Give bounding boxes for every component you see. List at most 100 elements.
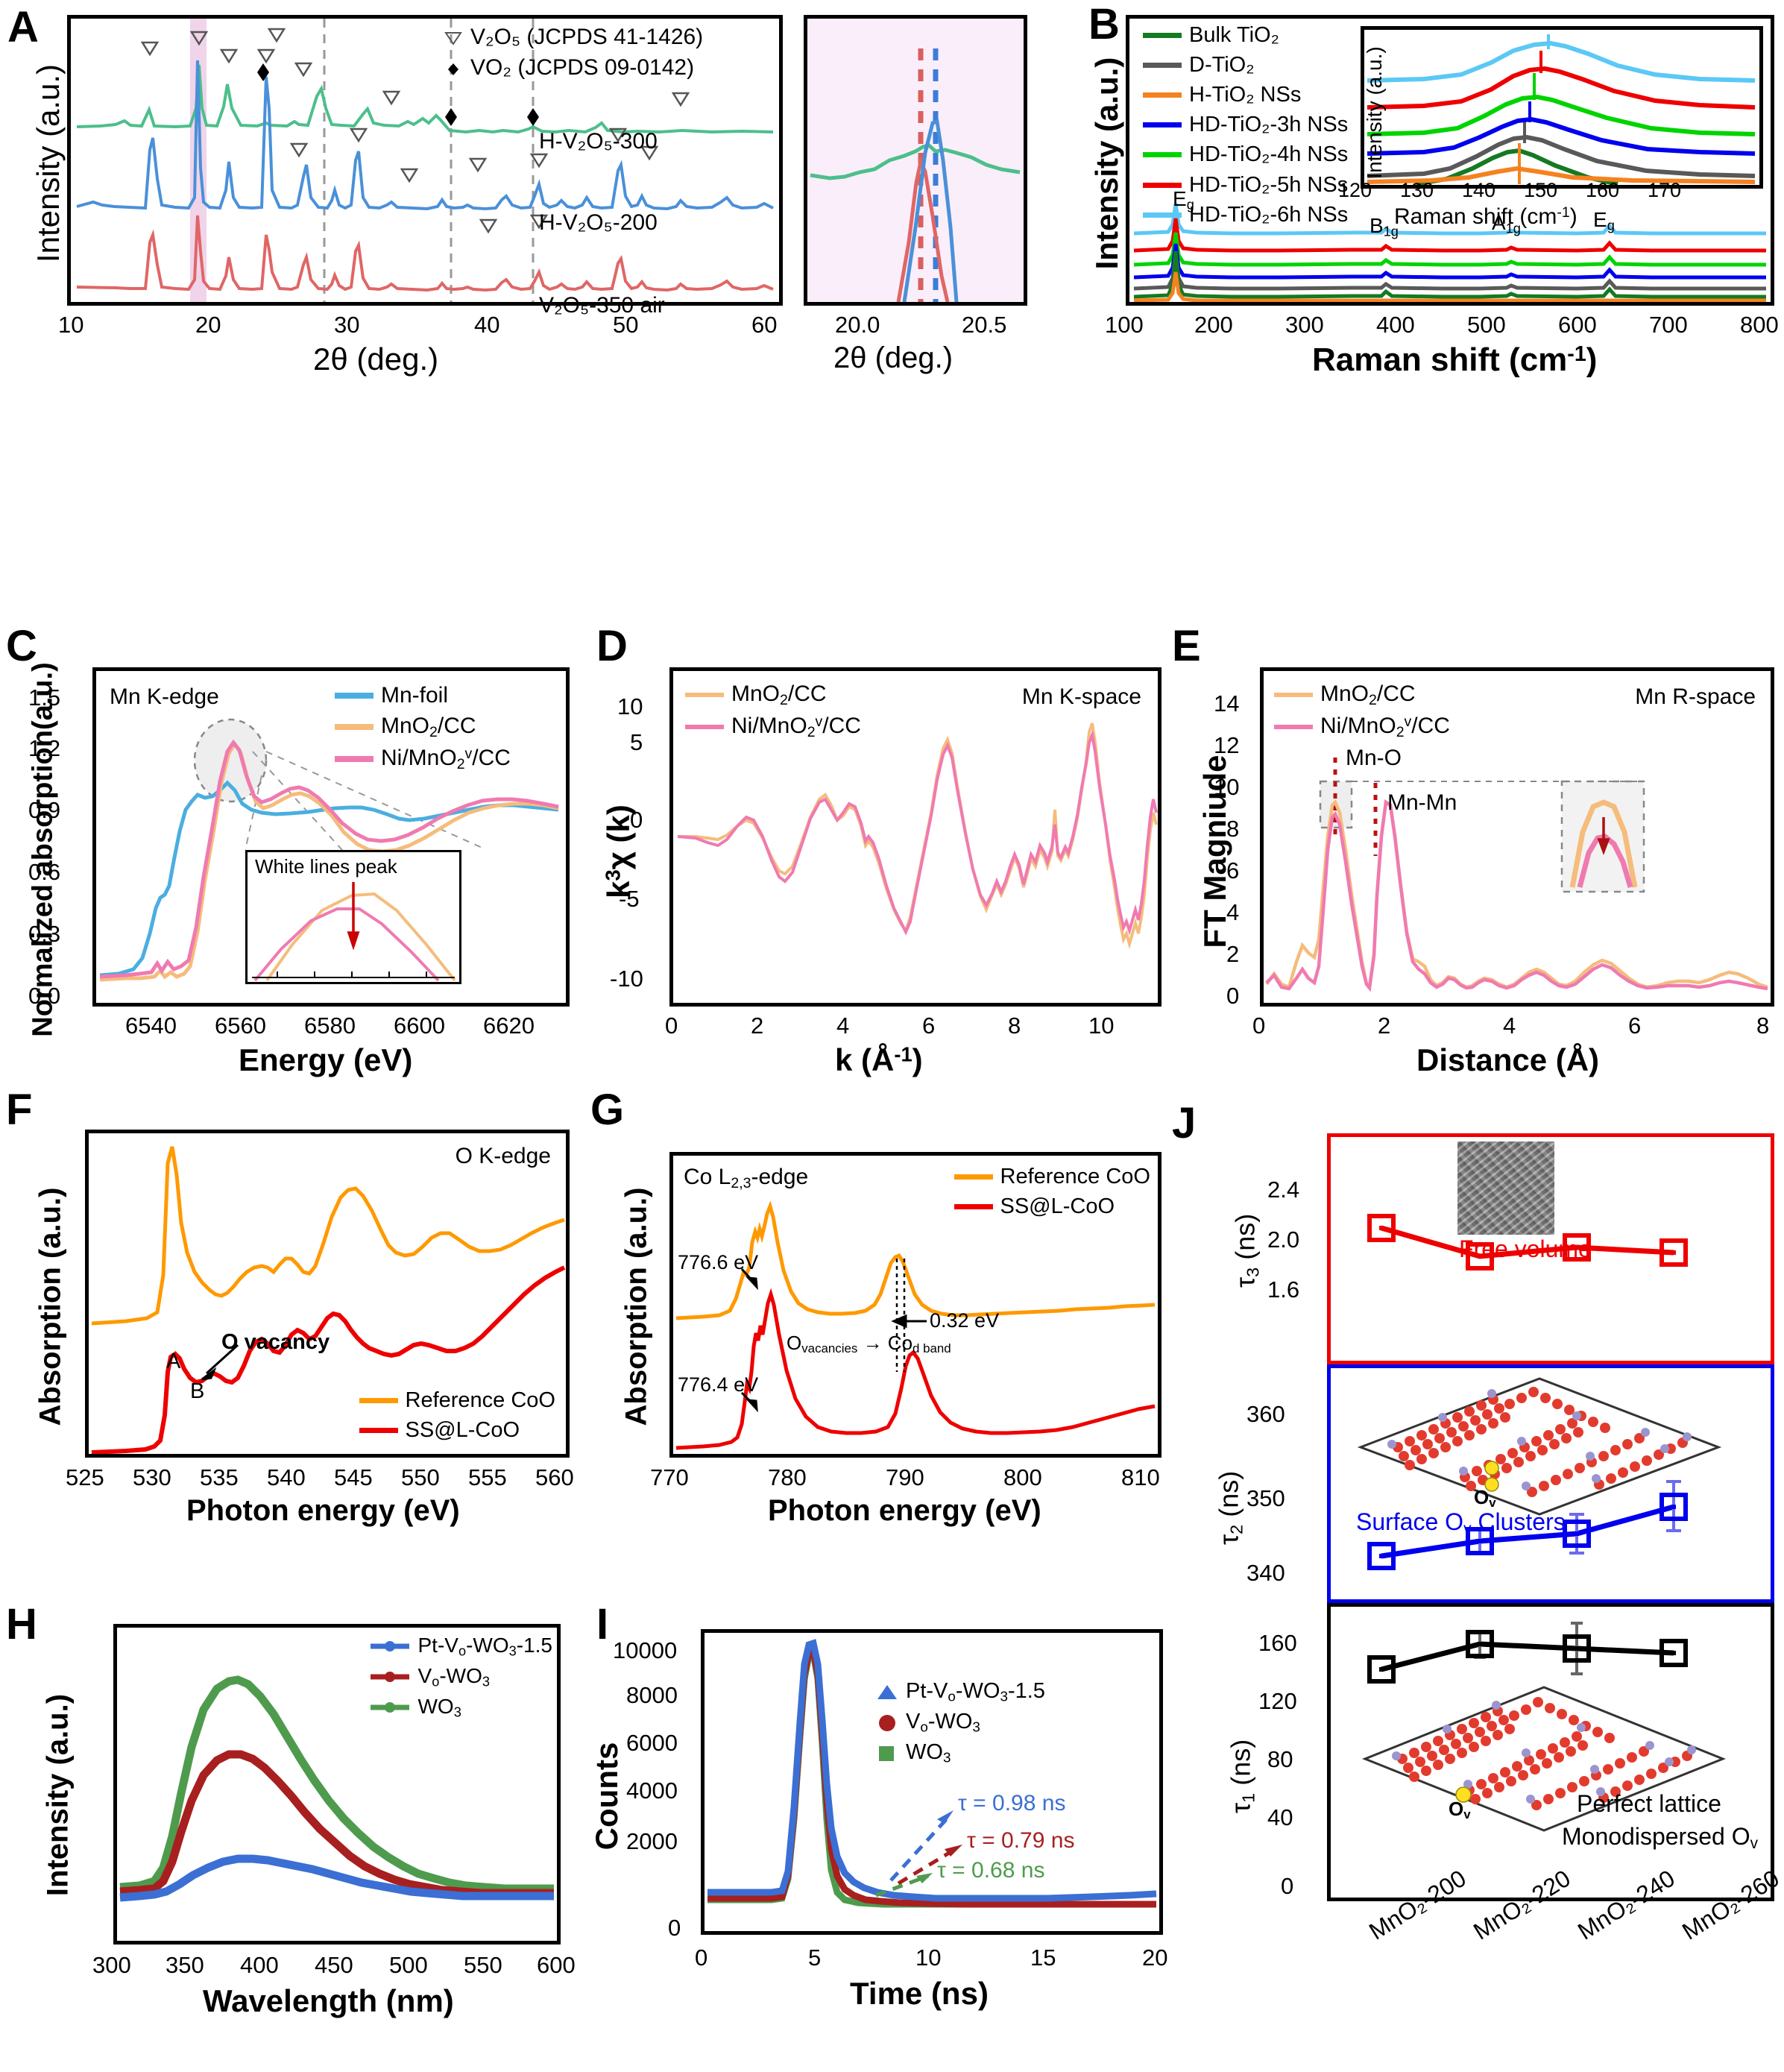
legend-label: Ni/MnO2v/CC: [1320, 713, 1450, 740]
panel-j-caption-free-volume: Free volume: [1459, 1235, 1592, 1262]
panel-f-xtick: 555: [468, 1464, 507, 1490]
panel-j-tau3-ylabel: τ3 (ns): [1229, 1213, 1263, 1288]
legend-swatch: [335, 756, 373, 763]
legend-label: MnO2/CC: [731, 681, 827, 708]
panel-a-inset-xlabel: 2θ (deg.): [833, 341, 954, 374]
panel-c-xtick: 6620: [483, 1013, 535, 1039]
panel-i-tau-label-3: τ = 0.68 ns: [937, 1858, 1045, 1883]
legend-label: WO3: [906, 1739, 951, 1766]
panel-e-label: E: [1172, 622, 1201, 670]
panel-g-annotation-776-4: 776.4 eV: [678, 1373, 759, 1396]
panel-b-inset-xtick: 150: [1524, 179, 1558, 201]
panel-b-xlabel: Raman shift (cm-1): [1312, 341, 1598, 378]
panel-j-tau1-ytick: 120: [1258, 1688, 1297, 1714]
panel-g-label: G: [590, 1086, 625, 1134]
panel-b-inset-xtick: 170: [1648, 179, 1682, 201]
panel-j-tau1-ytick: 0: [1281, 1873, 1294, 1899]
legend-swatch: [359, 1397, 398, 1403]
panel-h-xtick: 500: [389, 1952, 428, 1978]
legend-label: Vo-WO3: [417, 1663, 490, 1690]
legend-swatch: [1274, 692, 1313, 697]
panel-j-sem-image: [1457, 1142, 1554, 1235]
panel-e-ytick: 10: [1214, 774, 1240, 800]
panel-a-inset-xtick: 20.0: [835, 312, 880, 338]
panel-h-xtick: 350: [166, 1952, 204, 1978]
panel-j-ov-label-cluster: Ov: [1474, 1486, 1496, 1511]
panel-c-note: Mn K-edge: [110, 684, 219, 709]
panel-f-legend: Reference CoO SS@L-CoO: [359, 1387, 556, 1446]
legend-label: MnO2/CC: [1320, 681, 1416, 708]
panel-e-legend: MnO2/CC Ni/MnO2v/CC: [1274, 680, 1450, 744]
legend-item: WO3: [876, 1739, 1045, 1767]
legend-swatch: [1143, 122, 1182, 128]
panel-g-annotation-ov-cod: Ovacancies → Cod band: [787, 1332, 951, 1356]
panel-i-legend: Pt-Vo-WO3-1.5 Vo-WO3 WO3: [876, 1678, 1045, 1769]
panel-j-caption-surface-ov: Surface Ov Clusters: [1356, 1508, 1566, 1538]
panel-c-xtick: 6580: [304, 1013, 356, 1039]
panel-g-xtick: 810: [1121, 1464, 1160, 1490]
panel-a-xlabel: 2θ (deg.): [313, 341, 439, 377]
panel-i-xlabel: Time (ns): [850, 1976, 989, 2011]
legend-label: Bulk TiO₂: [1189, 23, 1279, 47]
legend-label: D-TiO₂: [1189, 53, 1255, 78]
panel-e-note: Mn R-space: [1635, 684, 1756, 709]
legend-item: Pt-Vo-WO3-1.5: [876, 1678, 1045, 1706]
legend-swatch: [1143, 63, 1182, 69]
panel-c-ytick: 1.5: [28, 684, 61, 711]
panel-f-label: F: [6, 1086, 33, 1134]
legend-label: Reference CoO: [1000, 1165, 1151, 1188]
panel-f-xtick: 535: [200, 1464, 239, 1490]
panel-d-ytick: 0: [630, 807, 643, 833]
panel-f-xtick: 560: [535, 1464, 574, 1490]
panel-d-ytick: 10: [617, 693, 643, 719]
square-marker-icon: [879, 1745, 894, 1761]
legend-item: HD-TiO₂-4h NSs: [1143, 141, 1348, 169]
panel-a-curve-label-1: H-V₂O₅-300: [539, 129, 658, 154]
line-marker-icon: [370, 1671, 409, 1682]
circle-marker-icon: [879, 1714, 895, 1731]
panel-j-label: J: [1172, 1099, 1197, 1147]
panel-f-ylabel: Absorption (a.u.): [34, 1187, 67, 1426]
panel-b-inset-xtick: 140: [1462, 179, 1496, 201]
panel-f-note: O K-edge: [455, 1144, 551, 1168]
legend-item: Ni/MnO2v/CC: [685, 712, 861, 742]
panel-i-xtick: 5: [808, 1945, 822, 1971]
line-marker-icon: [370, 1640, 409, 1651]
panel-f-plot: O K-edge O vacancy A B Reference CoO SS@…: [85, 1130, 570, 1458]
panel-d-xtick: 6: [922, 1013, 936, 1039]
panel-i-ytick: 2000: [626, 1828, 678, 1854]
panel-b-xtick: 700: [1649, 312, 1688, 338]
panel-f-annotation-o-vacancy: O vacancy: [221, 1330, 330, 1354]
legend-label: H-TiO₂ NSs: [1189, 83, 1302, 107]
panel-d-xtick: 2: [751, 1013, 764, 1039]
panel-g-xtick: 800: [1003, 1464, 1042, 1490]
panel-a-xtick: 50: [613, 312, 639, 338]
legend-swatch: [335, 724, 373, 731]
panel-e-xtick: 4: [1503, 1013, 1516, 1039]
panel-g-annotation-032ev: 0.32 eV: [930, 1309, 1000, 1332]
panel-d-xtick: 10: [1088, 1013, 1115, 1039]
panel-i-tau-label-2: τ = 0.79 ns: [967, 1828, 1075, 1853]
legend-label: V₂O₅ (JCPDS 41-1426): [470, 25, 704, 49]
legend-item: SS@L-CoO: [954, 1193, 1151, 1221]
panel-j-tau3-ytick: 1.6: [1267, 1276, 1300, 1303]
legend-swatch: [1143, 152, 1182, 158]
panel-e-xlabel: Distance (Å): [1416, 1042, 1600, 1077]
legend-swatch: [1143, 92, 1182, 98]
legend-label: Reference CoO: [405, 1388, 556, 1412]
legend-swatch: [954, 1204, 993, 1210]
panel-j-caption-monodispersed: Monodispersed Ov: [1562, 1823, 1758, 1853]
panel-b-peak-label-b1g: B1g: [1369, 214, 1399, 239]
panel-c-plot: Mn K-edge Mn-foil MnO2/CC Ni/MnO2v/CC Wh…: [92, 667, 570, 1007]
legend-swatch: [685, 724, 724, 729]
panel-a-xtick: 60: [751, 312, 778, 338]
legend-label: Mn-foil: [381, 683, 449, 708]
legend-label: SS@L-CoO: [1000, 1194, 1115, 1219]
panel-b-peak-label-eg2: Eg: [1593, 208, 1615, 233]
panel-b-inset-plot: Intensity (a.u.): [1361, 26, 1763, 189]
panel-j-lattice-diagram-cluster: Ov: [1353, 1373, 1726, 1518]
panel-i-xtick: 15: [1030, 1945, 1056, 1971]
legend-swatch: [1143, 212, 1182, 218]
panel-b-xtick: 500: [1467, 312, 1506, 338]
legend-item: HD-TiO₂-3h NSs: [1143, 111, 1348, 139]
